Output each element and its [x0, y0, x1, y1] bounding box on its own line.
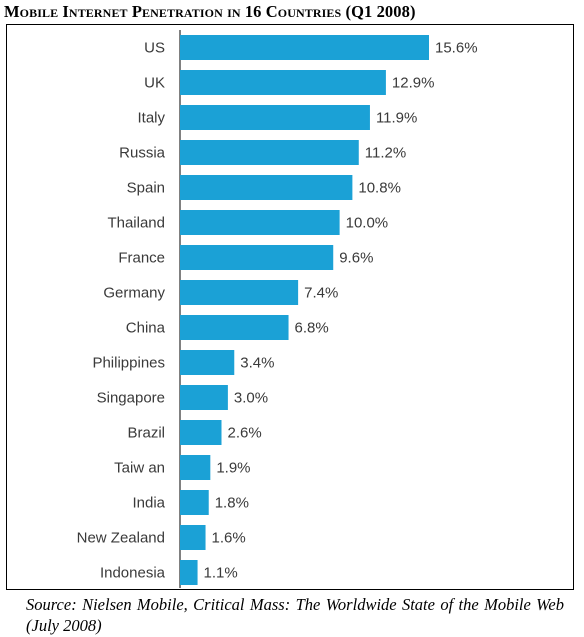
chart-frame	[6, 24, 574, 590]
bar	[180, 105, 370, 130]
value-label: 10.8%	[358, 180, 401, 197]
value-label: 2.6%	[228, 425, 262, 442]
bar	[180, 525, 206, 550]
category-label: Italy	[137, 110, 165, 127]
source-caption: Source: Nielsen Mobile, Critical Mass: T…	[26, 595, 564, 635]
value-label: 11.2%	[365, 145, 406, 162]
category-label: UK	[144, 75, 165, 92]
category-label: Russia	[119, 145, 166, 162]
value-label: 9.6%	[339, 250, 373, 267]
bar	[180, 280, 299, 305]
value-label: 1.1%	[204, 565, 238, 582]
value-label: 3.0%	[234, 390, 268, 407]
value-label: 1.6%	[212, 530, 246, 547]
category-label: New Zealand	[77, 530, 165, 547]
category-label: Singapore	[97, 390, 165, 407]
value-label: 15.6%	[435, 40, 478, 57]
value-label: 1.8%	[215, 495, 249, 512]
chart-title: Mobile Internet Penetration in 16 Countr…	[4, 2, 416, 21]
value-label: 6.8%	[295, 320, 329, 337]
category-label: France	[118, 250, 165, 267]
value-label: 10.0%	[346, 215, 389, 232]
bar	[180, 140, 359, 165]
category-label: India	[132, 495, 165, 512]
category-label: Taiw an	[114, 460, 165, 477]
category-label: Indonesia	[100, 565, 166, 582]
category-label: US	[144, 40, 165, 57]
category-label: Philippines	[92, 355, 165, 372]
category-label: Spain	[127, 180, 165, 197]
value-label: 7.4%	[304, 285, 338, 302]
bar	[180, 350, 235, 375]
bar	[180, 455, 211, 480]
bar	[180, 70, 386, 95]
bar	[180, 210, 340, 235]
bar	[180, 385, 228, 410]
category-label: Thailand	[107, 215, 165, 232]
value-label: 3.4%	[240, 355, 274, 372]
value-label: 12.9%	[392, 75, 435, 92]
bar	[180, 490, 209, 515]
bar	[180, 35, 429, 60]
bar	[180, 175, 353, 200]
bar	[180, 420, 222, 445]
bar	[180, 315, 289, 340]
value-label: 11.9%	[376, 110, 417, 127]
value-label: 1.9%	[216, 460, 250, 477]
category-label: China	[126, 320, 166, 337]
bar	[180, 560, 198, 585]
bar	[180, 245, 334, 270]
category-label: Germany	[103, 285, 165, 302]
category-label: Brazil	[127, 425, 165, 442]
